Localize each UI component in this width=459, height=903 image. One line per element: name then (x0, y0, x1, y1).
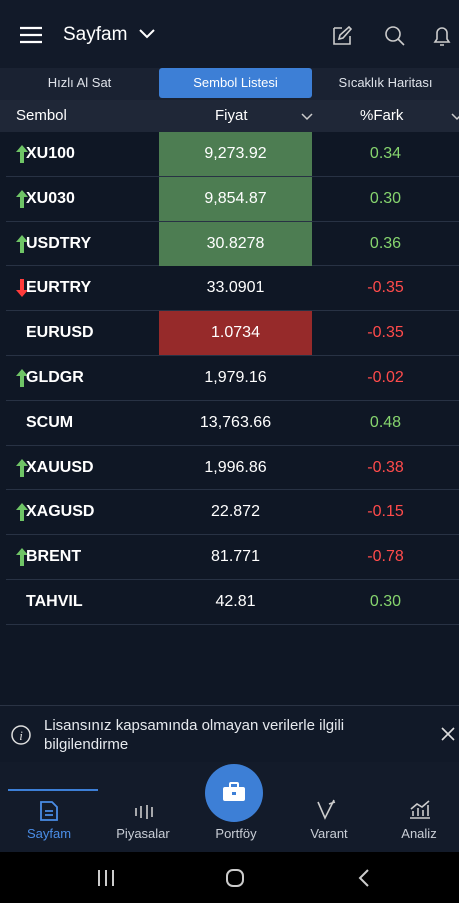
change: -0.78 (367, 548, 404, 566)
system-nav (0, 852, 459, 903)
edit-icon[interactable] (330, 24, 354, 48)
symbol: XAGUSD (26, 503, 95, 521)
nav-icon (410, 800, 430, 819)
trend-arrow (16, 548, 28, 567)
notice-bar: i Lisansınız kapsamında olmayan verilerl… (0, 705, 459, 762)
change: -0.35 (367, 279, 404, 297)
bottom-nav: Sayfam Piyasalar Portföy Varant Analiz (0, 762, 459, 852)
price: 30.8278 (159, 221, 312, 266)
close-icon[interactable] (440, 726, 456, 742)
sort-icon[interactable] (450, 112, 459, 122)
table-row[interactable]: SCUM 13,763.66 0.48 (6, 401, 459, 446)
price: 9,854.87 (159, 176, 312, 221)
nav-item[interactable]: Piyasalar (116, 826, 170, 841)
trend-arrow (16, 189, 28, 208)
info-icon: i (11, 725, 31, 745)
price: 33.0901 (206, 279, 265, 297)
symbol: BRENT (26, 548, 82, 566)
tab[interactable]: Sembol Listesi (159, 68, 312, 98)
change: -0.35 (367, 324, 404, 342)
price: 9,273.92 (159, 132, 312, 176)
change: 0.30 (369, 189, 402, 207)
page-title[interactable]: Sayfam (63, 24, 128, 45)
nav-icon (135, 805, 153, 819)
tab[interactable]: Sıcaklık Haritası (338, 75, 433, 90)
back-button[interactable] (356, 868, 372, 888)
sort-icon[interactable] (300, 112, 314, 122)
price: 81.771 (211, 548, 260, 566)
svg-text:i: i (19, 728, 23, 743)
price: 22.872 (211, 503, 260, 521)
change: -0.15 (367, 503, 404, 521)
column-header[interactable]: Fiyat (215, 107, 248, 124)
bell-icon[interactable] (430, 23, 454, 49)
nav-item[interactable]: Portföy (215, 826, 257, 841)
home-button[interactable] (224, 867, 246, 889)
price: 42.81 (215, 593, 256, 610)
symbol: XU030 (26, 189, 75, 207)
change: 0.48 (369, 413, 402, 431)
table-row[interactable]: BRENT 81.771 -0.78 (6, 535, 459, 580)
symbol: SCUM (26, 413, 74, 431)
symbol: TAHVIL (26, 593, 83, 610)
portfolio-button[interactable] (205, 764, 263, 822)
dropdown-icon[interactable] (138, 28, 156, 40)
notice-text: Lisansınız kapsamında olmayan verilerle … (44, 717, 345, 753)
table-row[interactable]: XU030 9,854.87 0.30 (6, 176, 459, 222)
nav-item[interactable]: Analiz (401, 826, 437, 841)
nav-item[interactable]: Varant (310, 826, 348, 841)
trend-arrow (16, 279, 28, 298)
price: 1,979.16 (204, 369, 267, 386)
portfolio-area (174, 762, 284, 852)
trend-arrow (16, 503, 28, 522)
recent-button[interactable] (95, 868, 117, 888)
nav-icon (317, 799, 336, 820)
table-row[interactable]: EURTRY 33.0901 -0.35 (6, 266, 459, 312)
column-header[interactable]: %Fark (360, 107, 404, 124)
nav-icon (40, 801, 58, 821)
tab[interactable]: Hızlı Al Sat (47, 75, 112, 90)
trend-arrow (16, 145, 28, 163)
trend-arrow (16, 234, 28, 253)
column-header[interactable]: Sembol (16, 107, 67, 124)
top-bar: Sayfam (0, 0, 459, 70)
nav-item[interactable]: Sayfam (26, 826, 72, 841)
table-row[interactable]: XU100 9,273.92 0.34 (6, 132, 459, 177)
trend-arrow (16, 369, 28, 387)
menu-icon[interactable] (18, 25, 44, 45)
change: -0.02 (367, 369, 404, 386)
table-row[interactable]: EURUSD 1.0734 -0.35 (6, 311, 459, 356)
tab-bar: Hızlı Al Sat Sembol Listesi Sıcaklık Harit… (0, 68, 459, 100)
table-header: Sembol Fiyat %Fark (0, 100, 459, 132)
price: 1.0734 (159, 311, 312, 356)
symbol: EURUSD (26, 324, 94, 342)
symbol: EURTRY (26, 279, 92, 297)
price: 13,763.66 (199, 413, 272, 431)
table-row[interactable]: XAUUSD 1,996.86 -0.38 (6, 446, 459, 491)
table-row[interactable]: TAHVIL 42.81 0.30 (6, 580, 459, 625)
table-row[interactable]: USDTRY 30.8278 0.36 (6, 221, 459, 267)
trend-arrow (16, 458, 28, 477)
search-icon[interactable] (383, 24, 407, 48)
symbol: XAUUSD (26, 458, 94, 476)
symbol: XU100 (26, 145, 75, 162)
symbol: GLDGR (26, 369, 84, 386)
table-row[interactable]: XAGUSD 22.872 -0.15 (6, 490, 459, 536)
table-row[interactable]: GLDGR 1,979.16 -0.02 (6, 356, 459, 401)
change: 0.30 (369, 593, 402, 610)
price: 1,996.86 (204, 458, 267, 476)
change: -0.38 (367, 458, 404, 476)
nav-indicator (8, 789, 98, 791)
symbol: USDTRY (26, 234, 92, 252)
change: 0.36 (369, 234, 402, 252)
change: 0.34 (369, 145, 402, 162)
